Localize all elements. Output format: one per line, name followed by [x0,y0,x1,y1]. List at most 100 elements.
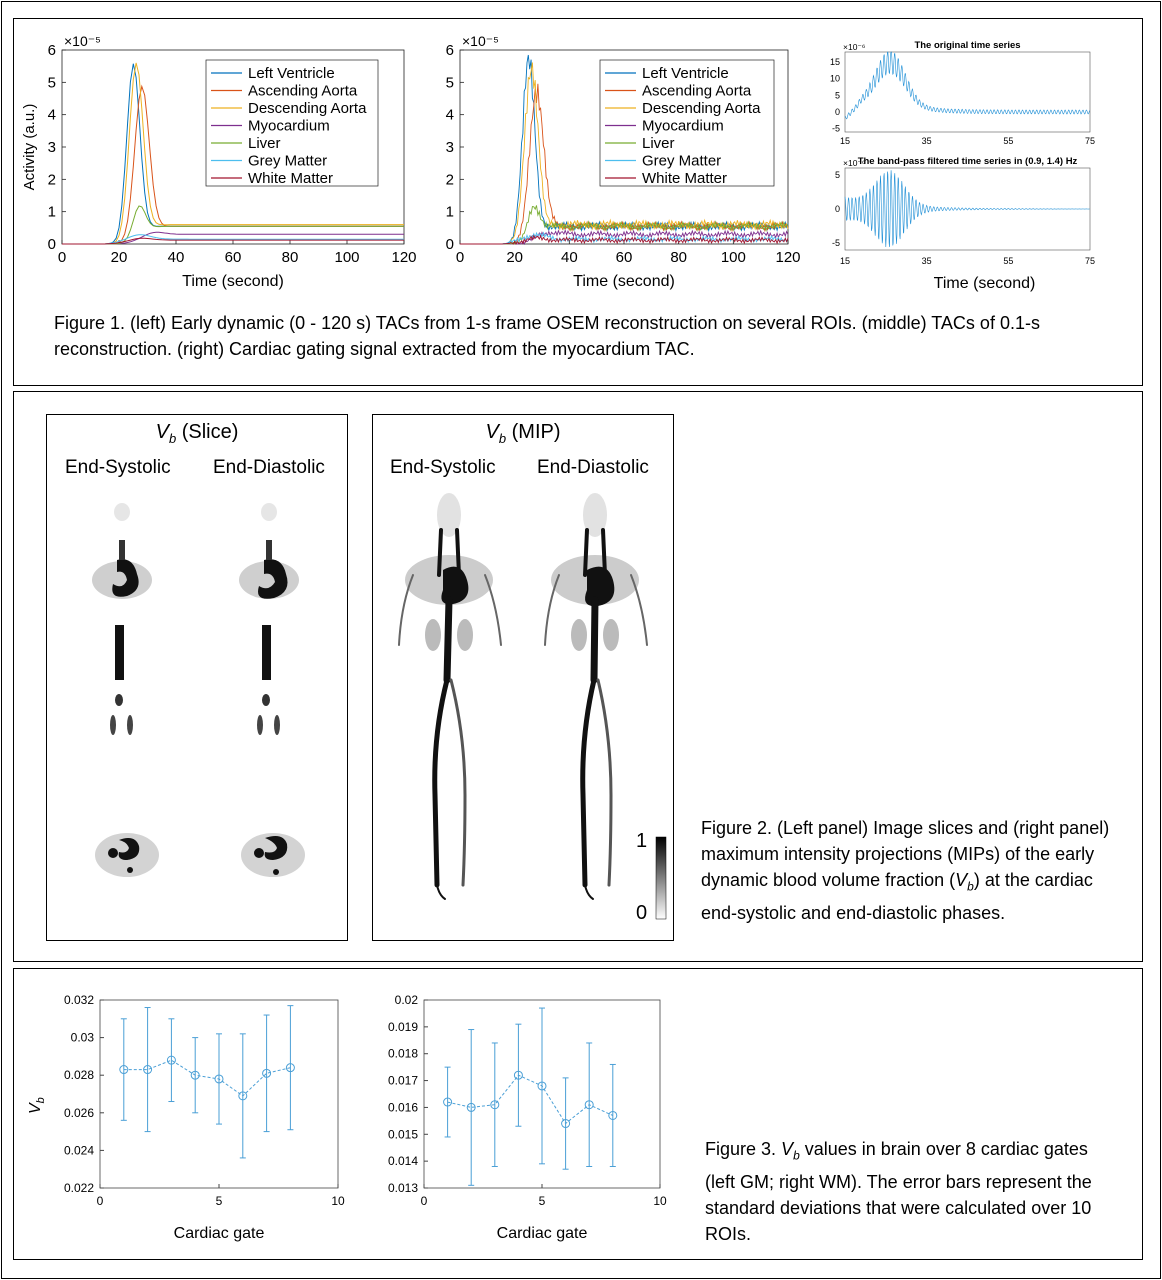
series-line [62,205,404,245]
series-line [62,62,404,245]
y-tick-label: 0.014 [388,1154,418,1168]
y-tick-label: 6 [48,42,56,59]
y-tick-label: 0.018 [388,1047,418,1061]
slice-end-systolic-image [92,503,159,877]
small-plot-title: The band-pass filtered time series in (0… [858,156,1078,167]
figure1-caption: Figure 1. (left) Early dynamic (0 - 120 … [54,313,1040,359]
y-tick-label: 0.015 [388,1127,418,1141]
data-point [513,1070,523,1080]
x-tick-label: 100 [721,249,746,266]
colorbar [655,836,667,920]
legend-entry: Liver [642,135,675,152]
small-plot-exponent: ×10⁻⁶ [843,42,865,52]
y-tick-label: 0.016 [388,1100,418,1114]
x-tick-label: 60 [616,249,633,266]
x-tick-label: 0 [97,1194,104,1208]
y-tick-label: 2 [48,171,56,188]
x-tick-label: 5 [539,1194,546,1208]
figure3-right-chart: 0 5 10 0.02 0.019 0.018 0.017 0.016 0.015 0.014 0.… [388,993,667,1242]
legend-entry: Myocardium [642,118,724,135]
data-point [561,1119,571,1129]
y-tick-label: 0.028 [64,1068,94,1082]
figure3-caption: Figure 3. Vb values in brain over 8 card… [705,1139,1092,1244]
small-y-tick-label: -5 [832,238,840,248]
y-tick-label: 4 [446,107,454,124]
x-tick-label: 120 [391,249,416,266]
small-x-tick-label: 55 [1003,256,1013,266]
legend-entry: Myocardium [248,118,330,135]
data-point [443,1097,453,1107]
figure1-left-chart: 0 20 40 60 80 100 120 0 1 2 3 4 5 6 ×10⁻⁵ Time (second)… [21,33,417,290]
y-tick-label: 5 [446,74,454,91]
x-axis-label: Time (second) [934,275,1036,292]
slice-end-diastolic-image [239,503,305,877]
x-tick-label: 40 [561,249,578,266]
series-line [62,237,404,245]
y-tick-label: 3 [48,139,56,156]
small-series-line [844,51,1090,120]
data-point [119,1065,129,1075]
mip-end-diastolic-label: End-Diastolic [537,457,649,478]
y-exponent: ×10⁻⁵ [462,33,499,49]
legend-entry: White Matter [642,170,727,187]
data-point [238,1091,248,1101]
x-tick-label: 80 [670,249,687,266]
data-point [285,1063,295,1073]
colorbar-max-label: 1 [636,830,648,852]
data-point [262,1068,272,1078]
x-tick-label: 0 [456,249,464,266]
x-axis-label: Time (second) [182,273,284,290]
data-point [190,1070,200,1080]
small-y-tick-label: 5 [835,90,840,100]
y-tick-label: 0.02 [395,993,419,1007]
y-tick-label: 0.032 [64,993,94,1007]
data-point [214,1074,224,1084]
x-tick-label: 0 [421,1194,428,1208]
small-x-tick-label: 75 [1085,136,1095,146]
small-x-tick-label: 35 [922,136,932,146]
series-line [460,234,789,245]
small-y-tick-label: 5 [835,170,840,180]
small-x-tick-label: 75 [1085,256,1095,266]
mip-title: Vb (MIP) [485,421,561,446]
data-point [608,1110,618,1120]
legend-box [205,59,379,187]
slice-image-box: Vb (Slice) End-Systolic End-Diastolic [46,414,348,941]
x-tick-label: 10 [653,1194,667,1208]
x-tick-label: 20 [111,249,128,266]
slice-end-systolic-label: End-Systolic [65,457,171,478]
slice-title: Vb (Slice) [155,421,239,446]
y-tick-label: 0.022 [64,1181,94,1195]
mip-end-diastolic-image [544,493,648,900]
x-tick-label: 40 [168,249,185,266]
legend-entry: Ascending Aorta [248,83,358,100]
small-plot-exponent: ×10⁻⁶ [843,158,865,168]
x-tick-label: 80 [282,249,299,266]
x-tick-label: 5 [216,1194,223,1208]
legend-entry: White Matter [248,170,333,187]
figure1-middle-chart: 0 20 40 60 80 100 120 0 1 2 3 4 5 6 ×10⁻⁵ Time (second)… [446,33,801,290]
mip-image-box: Vb (MIP) End-Systolic End-Diastolic [372,414,674,941]
y-tick-label: 4 [48,107,56,124]
x-axis-label: Cardiac gate [497,1225,588,1242]
data-point [584,1100,594,1110]
small-y-tick-label: 15 [830,57,840,67]
y-tick-label: 3 [446,139,454,156]
small-y-tick-label: 0 [835,204,840,214]
y-tick-label: 5 [48,74,56,91]
legend-entry: Ascending Aorta [642,83,752,100]
data-point [466,1102,476,1112]
small-x-tick-label: 35 [922,256,932,266]
series-line [460,62,789,245]
x-tick-label: 20 [506,249,523,266]
series-line [460,205,789,245]
mip-images [398,493,667,920]
series-line [447,1074,614,1125]
y-tick-label: 1 [48,204,56,221]
small-plot-title: The original time series [914,40,1020,51]
x-tick-label: 120 [775,249,800,266]
mip-end-systolic-image [398,493,502,900]
x-axis-label: Time (second) [573,273,675,290]
x-tick-label: 10 [331,1194,345,1208]
